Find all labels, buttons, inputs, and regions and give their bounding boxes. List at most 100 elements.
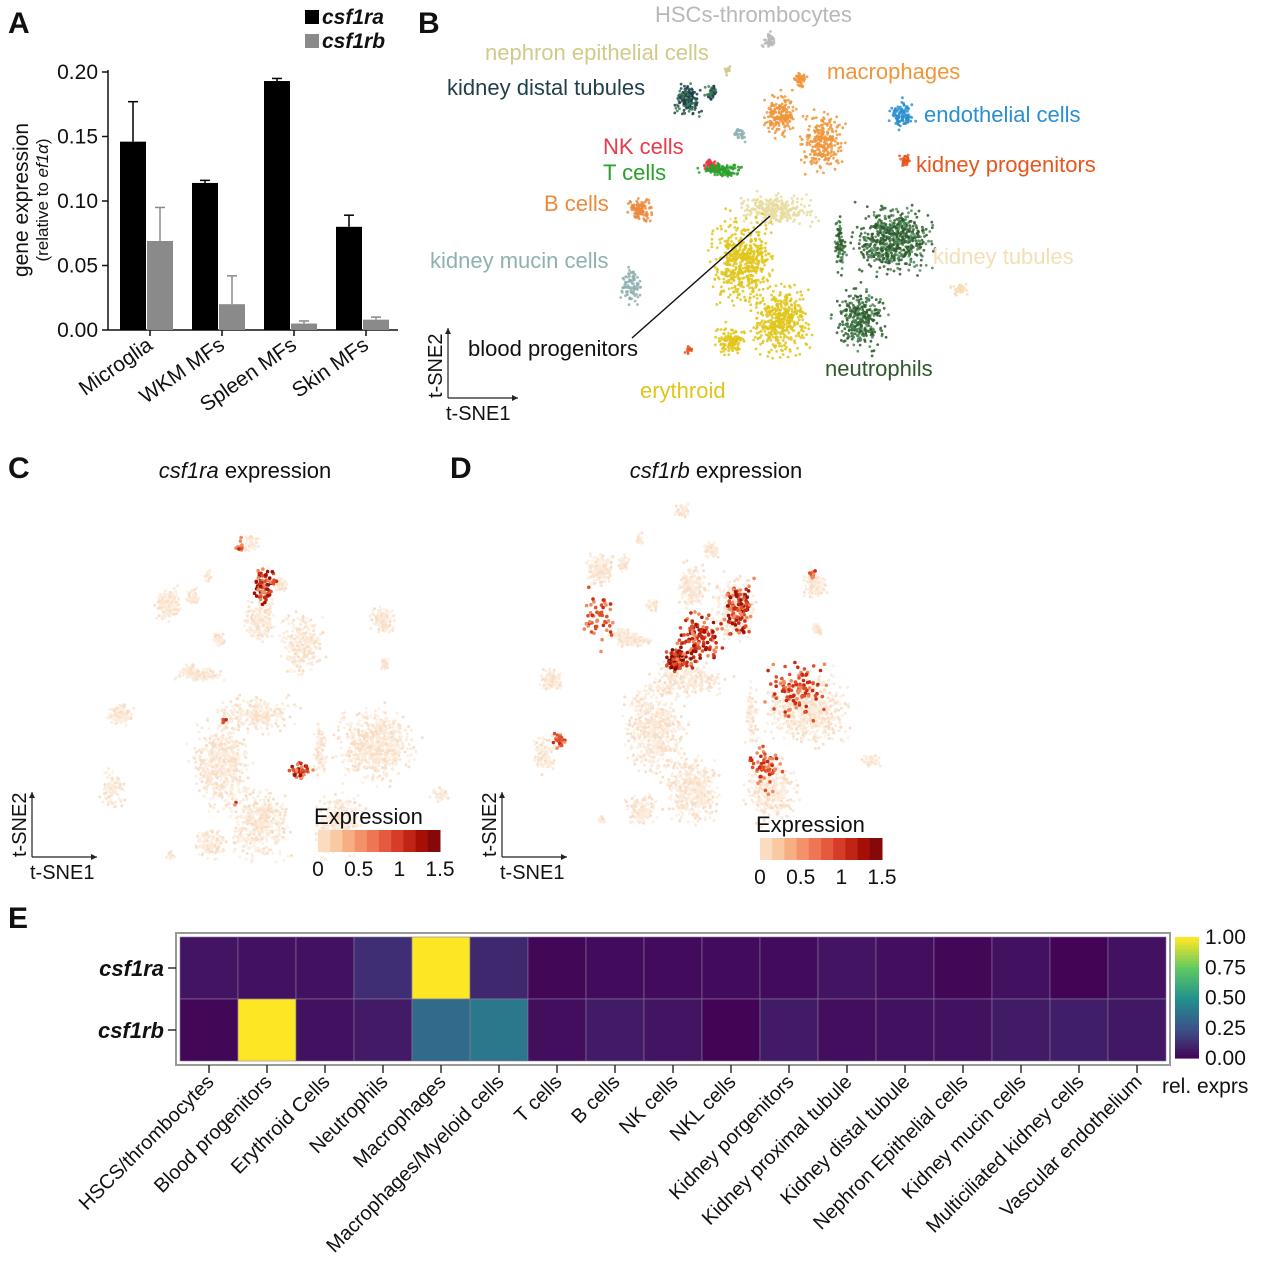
- scatter-point-macrophages: [770, 93, 774, 97]
- scatter-point-erythroid: [772, 289, 775, 293]
- scatter-point-erythroid: [763, 232, 767, 236]
- scatter-point-erythroid: [804, 312, 807, 316]
- expression-point-low: [293, 652, 297, 656]
- scatter-point-kidney-distal-tubules: [682, 111, 686, 115]
- scatter-point-neutrophils: [883, 325, 887, 328]
- scatter-point-blood-progenitors: [791, 213, 795, 217]
- scatter-point-erythroid: [724, 335, 727, 339]
- expression-point-low: [251, 613, 255, 617]
- scatter-point-neutrophils: [857, 332, 861, 336]
- scatter-point-hscs-thrombocytes: [767, 45, 770, 48]
- scatter-point-kidney-distal-tubules: [686, 106, 689, 110]
- scatter-point-neutrophils: [867, 249, 871, 253]
- expression-point-low: [157, 614, 161, 618]
- scatter-point-erythroid: [745, 274, 749, 278]
- scatter-point-macrophages: [797, 84, 801, 88]
- expression-point-low: [257, 608, 261, 612]
- expression-point-low: [121, 707, 125, 711]
- scatter-point-macrophages: [808, 153, 812, 156]
- scatter-point-kidney-mucin-cells: [628, 269, 631, 272]
- scatter-point-macrophages: [805, 143, 809, 147]
- scatter-point-blood-progenitors: [817, 219, 820, 223]
- scatter-point-erythroid: [727, 259, 731, 263]
- expression-point-low: [106, 800, 110, 804]
- scatter-point-neutrophils: [894, 248, 898, 252]
- scatter-point-erythroid: [776, 335, 779, 339]
- expression-point-low: [127, 717, 131, 721]
- scatter-point-erythroid: [780, 312, 783, 316]
- scatter-point-neutrophils: [865, 324, 869, 328]
- expression-point-low: [305, 624, 309, 628]
- scatter-point-neutrophils: [869, 264, 873, 268]
- scatter-point-erythroid: [766, 314, 770, 317]
- scatter-point-kidney-distal-tubules: [682, 108, 686, 112]
- scatter-point-t-cells: [729, 165, 732, 169]
- scatter-point-erythroid: [749, 238, 753, 241]
- scatter-point-neutrophils: [854, 294, 857, 298]
- scatter-point-kidney-progenitors: [688, 348, 692, 352]
- scatter-point-erythroid: [799, 309, 803, 313]
- expression-point-low: [250, 600, 254, 604]
- scatter-point-erythroid: [774, 308, 777, 312]
- scatter-point-erythroid: [723, 339, 727, 342]
- scatter-point-erythroid: [752, 252, 756, 256]
- expression-point-low: [283, 640, 287, 644]
- scatter-point-neutrophils: [886, 267, 890, 271]
- scatter-point-erythroid: [761, 299, 765, 302]
- scatter-point-kidney-distal-tubules: [703, 93, 707, 97]
- scatter-point-blood-progenitors: [759, 195, 762, 199]
- expression-point-low: [110, 776, 114, 780]
- scatter-point-macrophages: [791, 126, 795, 130]
- scatter-point-neutrophils: [904, 235, 908, 239]
- expression-point-low: [167, 620, 171, 623]
- scatter-point-neutrophils: [907, 238, 911, 242]
- scatter-point-erythroid: [719, 350, 723, 354]
- scatter-point-erythroid: [736, 293, 740, 297]
- scatter-point-erythroid: [727, 353, 731, 356]
- scatter-point-hscs-thrombocytes: [763, 42, 767, 45]
- scatter-point-kidney-distal-tubules: [713, 92, 717, 96]
- scatter-point-b-cells: [630, 206, 633, 209]
- scatter-point-neutrophils: [910, 203, 914, 207]
- scatter-point-endothelial-cells: [900, 118, 904, 122]
- expression-point-low: [264, 621, 268, 625]
- expression-point-low: [177, 603, 181, 607]
- scatter-point-neutrophils: [897, 221, 901, 225]
- scatter-point-neutrophils: [888, 223, 892, 227]
- scatter-point-erythroid: [770, 305, 774, 309]
- expression-point-low: [258, 601, 262, 605]
- scatter-point-erythroid: [736, 343, 740, 347]
- scatter-point-kidney-distal-tubules: [690, 108, 694, 111]
- scatter-point-erythroid: [750, 286, 754, 290]
- scatter-point-macrophages: [831, 135, 835, 138]
- scatter-point-erythroid: [788, 293, 792, 297]
- scatter-point-blood-progenitors: [748, 213, 752, 217]
- expression-point-low: [285, 582, 289, 586]
- scatter-point-erythroid: [756, 325, 759, 329]
- expression-point-low: [101, 800, 105, 804]
- expression-point-low: [244, 548, 248, 552]
- scatter-point-erythroid: [711, 285, 715, 289]
- expression-point-low: [384, 618, 388, 622]
- scatter-point-endothelial-cells: [897, 116, 901, 120]
- scatter-point-erythroid: [717, 339, 721, 343]
- scatter-point-blood-progenitors: [789, 208, 793, 212]
- scatter-point-b-cells: [648, 219, 652, 223]
- scatter-point-neutrophils: [856, 323, 859, 327]
- scatter-point-blood-progenitors: [810, 209, 813, 213]
- scatter-point-erythroid: [797, 331, 801, 334]
- expression-point-low: [291, 656, 295, 660]
- expression-point-low: [280, 582, 284, 586]
- scatter-point-neutrophils: [858, 343, 862, 347]
- expression-point-low: [209, 673, 213, 677]
- scatter-point-macrophages: [783, 100, 787, 103]
- scatter-point-erythroid: [749, 292, 752, 296]
- expression-point-low: [192, 593, 196, 596]
- scatter-point-erythroid: [749, 303, 753, 307]
- bar-csf1rb: [291, 323, 317, 330]
- scatter-point-macrophages: [784, 110, 788, 114]
- scatter-point-erythroid: [801, 318, 805, 322]
- expression-point-low: [309, 648, 313, 652]
- scatter-point-kidney-distal-tubules: [706, 95, 710, 99]
- scatter-point-blood-progenitors: [746, 213, 749, 216]
